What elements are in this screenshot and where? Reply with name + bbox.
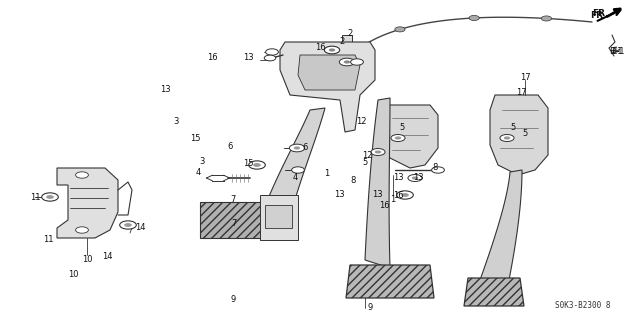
Circle shape bbox=[375, 150, 381, 153]
Text: 13: 13 bbox=[160, 85, 170, 94]
Circle shape bbox=[500, 135, 514, 142]
Text: 16: 16 bbox=[379, 201, 389, 210]
Text: 11: 11 bbox=[43, 235, 53, 244]
Text: 1: 1 bbox=[324, 169, 329, 178]
Bar bbox=[265, 205, 292, 228]
Polygon shape bbox=[255, 108, 325, 238]
Circle shape bbox=[344, 60, 350, 63]
Polygon shape bbox=[57, 168, 118, 238]
Text: 13: 13 bbox=[393, 174, 403, 182]
Text: 6: 6 bbox=[228, 142, 233, 151]
Text: 14: 14 bbox=[102, 252, 113, 261]
Text: 16: 16 bbox=[207, 53, 218, 62]
Circle shape bbox=[395, 137, 401, 140]
Text: 4: 4 bbox=[196, 168, 201, 177]
Polygon shape bbox=[346, 265, 434, 298]
Text: 2: 2 bbox=[348, 28, 353, 38]
Text: S0K3-B2300 8: S0K3-B2300 8 bbox=[555, 300, 611, 309]
Circle shape bbox=[42, 193, 58, 201]
Text: 7: 7 bbox=[230, 196, 236, 204]
Text: 4: 4 bbox=[292, 174, 298, 182]
Text: 11: 11 bbox=[29, 194, 40, 203]
Bar bbox=[237, 38, 479, 296]
Text: 10: 10 bbox=[68, 270, 79, 279]
Circle shape bbox=[408, 174, 422, 182]
Circle shape bbox=[371, 148, 385, 155]
Text: 16: 16 bbox=[393, 190, 403, 199]
Polygon shape bbox=[200, 202, 268, 238]
Text: 17: 17 bbox=[516, 88, 527, 97]
Circle shape bbox=[253, 163, 261, 167]
Text: 6: 6 bbox=[302, 144, 308, 152]
Text: E-1: E-1 bbox=[611, 48, 625, 56]
Text: 16: 16 bbox=[315, 43, 325, 53]
Circle shape bbox=[504, 137, 510, 140]
Text: 15: 15 bbox=[190, 134, 200, 143]
Text: 13: 13 bbox=[243, 54, 253, 63]
Polygon shape bbox=[342, 35, 352, 85]
Circle shape bbox=[124, 223, 132, 227]
Circle shape bbox=[339, 58, 355, 66]
Text: 13: 13 bbox=[334, 190, 344, 199]
Text: FR.: FR. bbox=[592, 10, 608, 19]
Text: 5: 5 bbox=[362, 158, 367, 167]
Text: 10: 10 bbox=[82, 256, 92, 264]
Circle shape bbox=[469, 15, 479, 20]
Text: 8: 8 bbox=[432, 164, 438, 173]
Circle shape bbox=[397, 191, 413, 199]
Text: 5: 5 bbox=[510, 123, 516, 132]
Text: 12: 12 bbox=[356, 117, 367, 126]
Circle shape bbox=[289, 144, 305, 152]
Polygon shape bbox=[280, 42, 375, 132]
Circle shape bbox=[351, 59, 364, 65]
Circle shape bbox=[76, 172, 88, 178]
Polygon shape bbox=[382, 105, 438, 168]
Text: E-1: E-1 bbox=[609, 48, 623, 56]
Polygon shape bbox=[330, 55, 342, 69]
Circle shape bbox=[395, 27, 405, 32]
Text: 5: 5 bbox=[522, 130, 527, 138]
Polygon shape bbox=[464, 278, 524, 306]
Circle shape bbox=[401, 193, 409, 197]
Text: 12: 12 bbox=[362, 151, 372, 160]
Text: 17: 17 bbox=[520, 73, 531, 83]
Text: FR.: FR. bbox=[589, 11, 606, 20]
Circle shape bbox=[391, 135, 405, 142]
Text: 3: 3 bbox=[199, 158, 205, 167]
Polygon shape bbox=[480, 170, 522, 285]
Text: 13: 13 bbox=[413, 174, 423, 182]
Circle shape bbox=[249, 161, 266, 169]
Circle shape bbox=[292, 167, 305, 173]
Text: 9: 9 bbox=[231, 295, 236, 304]
Text: 14: 14 bbox=[135, 224, 145, 233]
Text: 13: 13 bbox=[372, 190, 383, 199]
Text: 15: 15 bbox=[243, 159, 253, 167]
Circle shape bbox=[264, 55, 276, 61]
Circle shape bbox=[266, 49, 278, 55]
Circle shape bbox=[431, 167, 444, 173]
Text: 5: 5 bbox=[399, 123, 404, 132]
Text: 9: 9 bbox=[367, 302, 372, 311]
Circle shape bbox=[120, 221, 136, 229]
Circle shape bbox=[329, 48, 335, 52]
Polygon shape bbox=[298, 55, 360, 90]
Circle shape bbox=[76, 227, 88, 233]
Polygon shape bbox=[260, 195, 298, 240]
Text: 2: 2 bbox=[340, 37, 345, 46]
Polygon shape bbox=[490, 95, 548, 175]
Text: 1: 1 bbox=[390, 196, 396, 204]
Circle shape bbox=[412, 176, 418, 180]
Circle shape bbox=[46, 195, 54, 199]
Text: 8: 8 bbox=[351, 176, 356, 185]
Polygon shape bbox=[365, 98, 390, 268]
Circle shape bbox=[294, 146, 300, 150]
Text: 3: 3 bbox=[173, 117, 179, 126]
Circle shape bbox=[324, 46, 340, 54]
Circle shape bbox=[541, 16, 552, 21]
Text: 7: 7 bbox=[231, 219, 236, 228]
